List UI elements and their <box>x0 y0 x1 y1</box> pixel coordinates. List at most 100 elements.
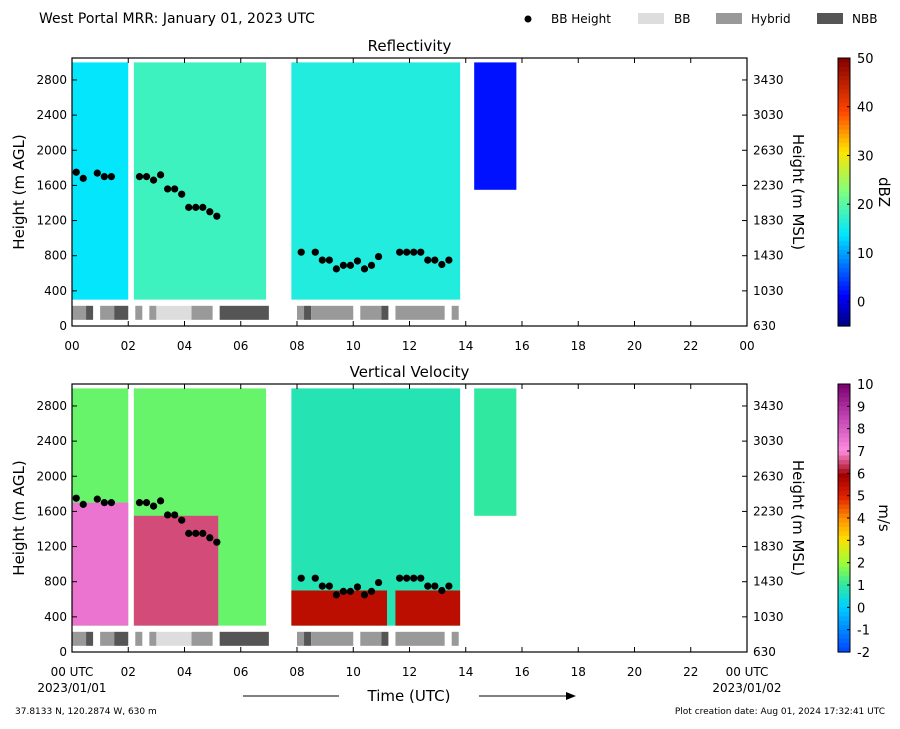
colorbar-segment <box>838 482 850 488</box>
velocity-title: Vertical Velocity <box>350 363 470 381</box>
bb-height-point <box>199 203 207 211</box>
colorbar-tick-label: 8 <box>857 423 865 438</box>
colorbar-segment <box>838 160 850 166</box>
colorbar-tick-label: 20 <box>857 198 874 213</box>
bb-class-segment <box>219 305 269 320</box>
colorbar-segment <box>838 80 850 86</box>
y-tick-label: 2800 <box>36 73 67 87</box>
colorbar-segment <box>838 576 850 582</box>
bb-height-point <box>107 499 115 507</box>
bb-height-point <box>374 578 383 587</box>
bb-class-segment <box>114 631 129 646</box>
x-tick-label: 18 <box>571 339 586 353</box>
bb-height-point <box>353 583 362 591</box>
bb-class-segment <box>219 631 269 646</box>
colorbar-segment <box>838 629 850 635</box>
x-tick-label: 00 <box>64 339 79 353</box>
colorbar-segment <box>838 138 850 144</box>
reflectivity-data <box>72 62 517 300</box>
legend-hybrid-swatch <box>716 13 742 24</box>
bb-class-segment <box>100 305 115 320</box>
bb-height-point <box>332 265 340 273</box>
bb-height-point <box>353 257 362 265</box>
colorbar-segment <box>838 102 850 108</box>
x-tick-label: 20 <box>627 665 642 679</box>
x-tick-label: 20 <box>627 339 642 353</box>
reflectivity-title: Reflectivity <box>368 37 452 55</box>
fall-region-0 <box>72 502 129 626</box>
bb-height-point <box>100 173 108 181</box>
bb-height-point <box>171 511 179 519</box>
y-tick-label: 2800 <box>36 399 67 413</box>
x-tick-label: 22 <box>683 339 698 353</box>
bb-height-point <box>318 256 326 264</box>
x-tick-label: 12 <box>402 665 417 679</box>
bb-height-point <box>213 212 221 220</box>
figure-title: West Portal MRR: January 01, 2023 UTC <box>39 11 315 27</box>
y2-tick-label: 3030 <box>753 434 784 448</box>
colorbar-segment <box>838 486 850 492</box>
legend-bb-height-label: BB Height <box>551 12 611 26</box>
colorbar-segment <box>838 196 850 202</box>
x-axis-label: Time (UTC) <box>367 687 451 705</box>
bb-height-point <box>72 168 80 176</box>
colorbar-tick-label: 30 <box>857 149 874 164</box>
colorbar-segment <box>838 209 850 215</box>
bb-class-segment <box>86 305 94 320</box>
legend-nbb-label: NBB <box>852 12 877 26</box>
bb-height-point <box>431 582 439 590</box>
reflectivity-ylabel: Height (m AGL) <box>10 134 28 249</box>
colorbar-segment <box>838 401 850 407</box>
y2-tick-label: 1830 <box>753 540 784 554</box>
x-tick-label: 04 <box>177 339 192 353</box>
colorbar-frame <box>837 57 851 327</box>
bb-height-point <box>164 185 172 193</box>
colorbar-segment <box>838 647 850 653</box>
x-tick-label: 10 <box>346 665 361 679</box>
x-tick-label: 00 UTC <box>51 665 94 679</box>
x-tick-label: 12 <box>402 339 417 353</box>
bb-height-point <box>107 173 115 181</box>
bb-height-point <box>438 586 446 595</box>
bb-class-segment <box>86 631 94 646</box>
velocity-ylabel: Height (m AGL) <box>10 460 28 575</box>
colorbar-segment <box>838 250 850 256</box>
colorbar-tick-label: 3 <box>857 534 865 549</box>
bb-class-segment <box>395 631 445 646</box>
y2-tick-label: 1430 <box>753 249 784 263</box>
bb-height-point <box>149 176 158 184</box>
reflectivity-x-axis: 00 02 04 06 08 10 12 14 16 18 20 22 00 <box>64 58 755 353</box>
start-date-label: 2023/01/01 <box>37 681 106 695</box>
x-tick-label: 02 <box>121 665 136 679</box>
x-tick-label: 22 <box>683 665 698 679</box>
colorbar-segment <box>838 263 850 269</box>
bb-height-point <box>410 248 418 256</box>
velocity-bb-classification <box>72 631 459 646</box>
y-tick-label: 2000 <box>36 143 67 157</box>
bb-height-point <box>396 248 404 256</box>
bb-class-segment <box>72 631 87 646</box>
colorbar-segment <box>838 437 850 443</box>
colorbar-segment <box>838 544 850 550</box>
colorbar-tick-label: 6 <box>857 467 865 482</box>
reflectivity-y2-axis: 630 1030 1430 1830 2230 2630 3030 3430 <box>742 73 784 333</box>
x-tick-label: 16 <box>514 665 529 679</box>
bb-height-point <box>164 511 172 519</box>
bb-class-segment <box>451 631 459 646</box>
colorbar-segment <box>838 504 850 510</box>
colorbar-segment <box>838 473 850 479</box>
colorbar-segment <box>838 133 850 139</box>
colorbar-segment <box>838 267 850 273</box>
colorbar-tick-label: 9 <box>857 400 865 415</box>
bb-class-segment <box>156 631 192 646</box>
colorbar-segment <box>838 392 850 398</box>
colorbar-segment <box>838 89 850 95</box>
bb-height-point <box>346 587 355 595</box>
colorbar-segment <box>838 459 850 465</box>
x-tick-label: 04 <box>177 665 192 679</box>
bb-height-point <box>297 574 305 582</box>
bb-height-point <box>192 529 200 537</box>
bb-class-segment <box>360 305 382 320</box>
y-tick-label: 1600 <box>36 504 67 518</box>
echo-block-3 <box>474 388 517 516</box>
